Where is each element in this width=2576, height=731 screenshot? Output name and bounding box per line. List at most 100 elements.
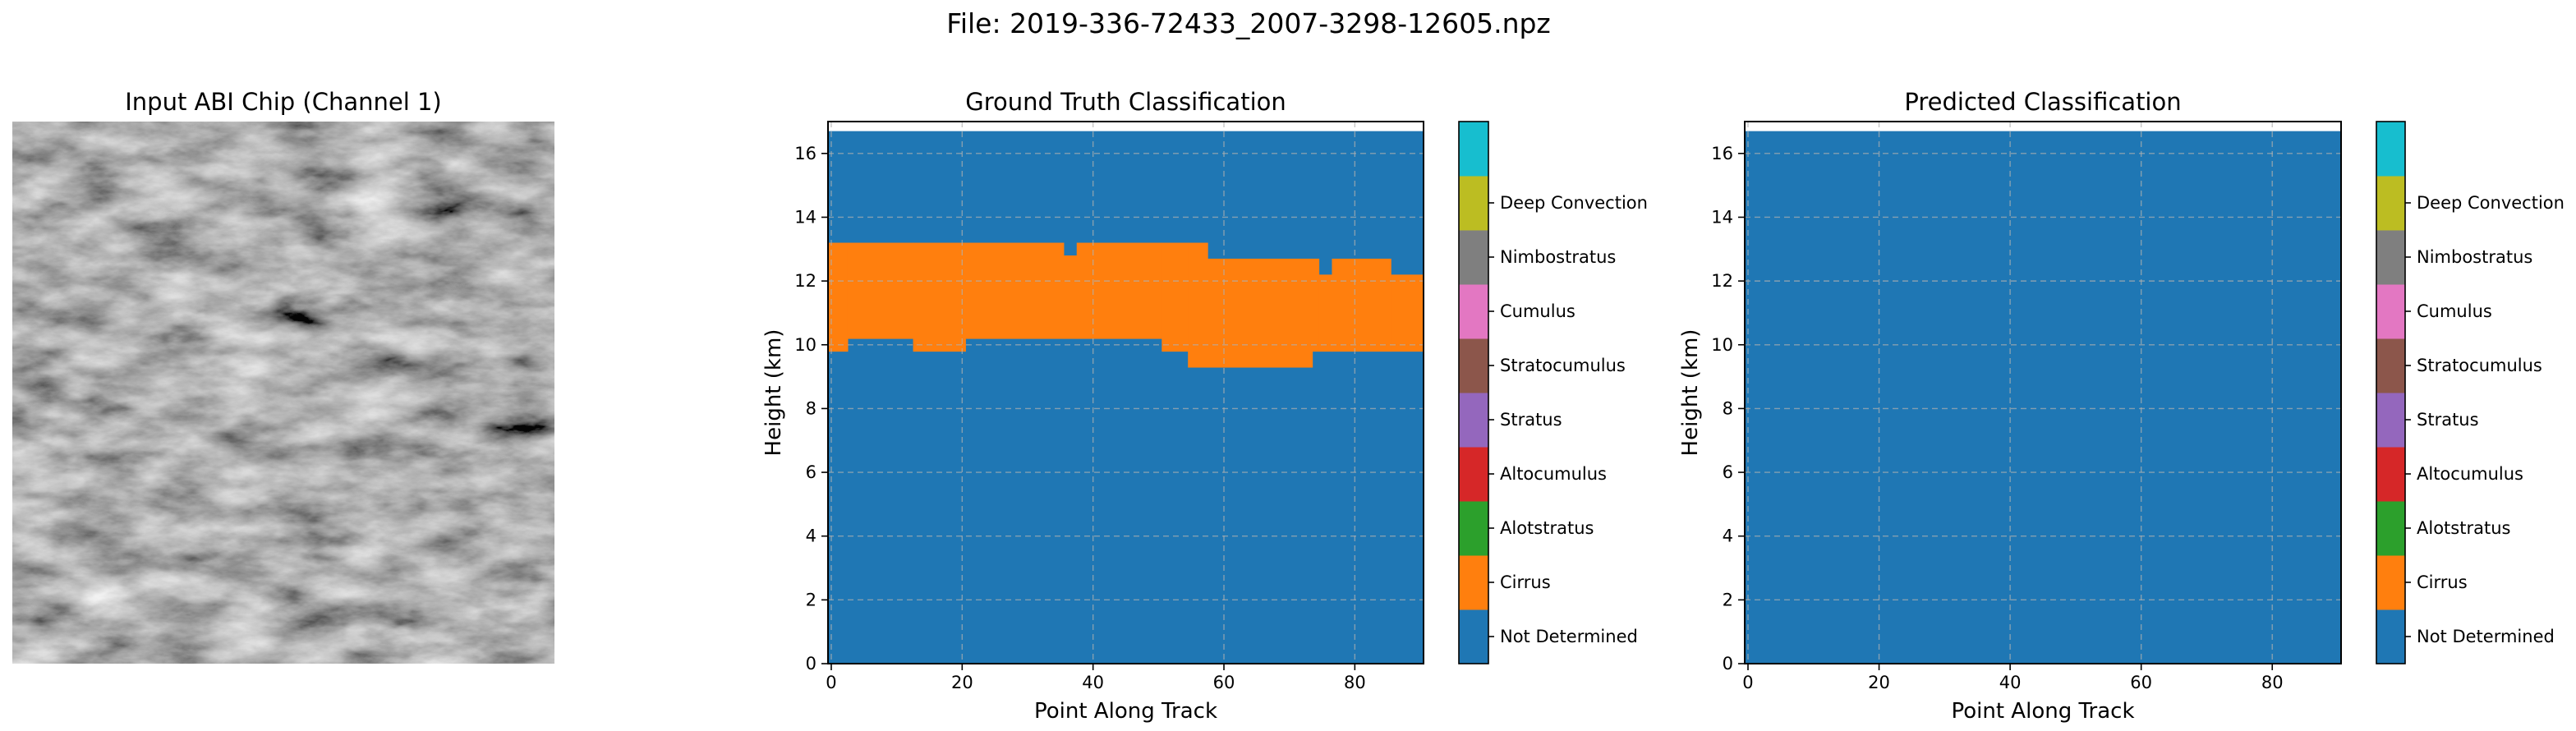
colorbar-segment bbox=[1459, 447, 1488, 502]
colorbar-label: Nimbostratus bbox=[1500, 247, 1616, 267]
ground-truth-panel: Ground Truth Classification 0 20 40 60 80 0 2 4 6… bbox=[761, 88, 1424, 724]
class-region-cell bbox=[1162, 242, 1189, 352]
y-tick-label: 14 bbox=[1711, 207, 1733, 227]
colorbar-segment bbox=[2376, 501, 2405, 556]
x-tick-label: 80 bbox=[1344, 673, 1366, 692]
class-region-cell bbox=[913, 242, 966, 352]
x-tick-label: 60 bbox=[1213, 673, 1235, 692]
colorbar-label: Not Determined bbox=[1500, 627, 1638, 646]
image-panel-title: Input ABI Chip (Channel 1) bbox=[125, 88, 441, 116]
y-tick-label: 0 bbox=[1723, 654, 1733, 674]
colorbar-label: Alotstratus bbox=[2417, 518, 2510, 538]
colorbar-segment bbox=[2376, 609, 2405, 664]
class-region-cell bbox=[1188, 242, 1208, 368]
background-class-field bbox=[828, 131, 1424, 664]
y-tick-label: 10 bbox=[794, 335, 816, 355]
y-tick-label: 0 bbox=[806, 654, 816, 674]
y-tick-label: 2 bbox=[806, 590, 816, 609]
class-region-cell bbox=[1391, 274, 1424, 352]
colorbar-segment bbox=[1459, 393, 1488, 448]
predicted-panel: Predicted Classification 0 20 40 60 80 0 2 4 6 8 10… bbox=[1678, 88, 2342, 724]
abi-chip-image bbox=[12, 122, 554, 664]
x-axis-label: Point Along Track bbox=[1951, 699, 2134, 724]
figure-title: File: 2019-336-72433_2007-3298-12605.npz bbox=[946, 7, 1551, 39]
colorbar-segment bbox=[1459, 176, 1488, 231]
colorbar-label: Stratocumulus bbox=[1500, 356, 1626, 375]
class-region-cell bbox=[847, 242, 914, 339]
background-class-field bbox=[1745, 131, 2341, 664]
x-tick-label: 80 bbox=[2261, 673, 2284, 692]
y-axis-label: Height (km) bbox=[1678, 329, 1703, 457]
colorbar-label: Altocumulus bbox=[1500, 464, 1607, 484]
x-tick-label: 20 bbox=[1868, 673, 1890, 692]
panel-title: Ground Truth Classification bbox=[965, 88, 1286, 116]
panel-title: Predicted Classification bbox=[1904, 88, 2181, 116]
colorbar-segment bbox=[2376, 338, 2405, 393]
class-region-cell bbox=[1208, 258, 1313, 368]
class-region-cell bbox=[1076, 242, 1162, 339]
colorbar-label: Nimbostratus bbox=[2417, 247, 2532, 267]
axes-frame bbox=[1744, 121, 2342, 664]
colorbar-segment bbox=[2376, 447, 2405, 502]
x-tick-label: 40 bbox=[1082, 673, 1104, 692]
colorbar-segment bbox=[1459, 338, 1488, 393]
colorbar-label: Altocumulus bbox=[2417, 464, 2523, 484]
colorbar-segment bbox=[2376, 284, 2405, 339]
x-tick-label: 0 bbox=[826, 673, 836, 692]
class-region-cell bbox=[1312, 258, 1320, 352]
y-axis-label: Height (km) bbox=[761, 329, 786, 457]
colorbar-segment bbox=[1459, 609, 1488, 664]
colorbar-segment bbox=[1459, 122, 1488, 177]
colorbar-label: Cirrus bbox=[2417, 572, 2468, 592]
colorbar-segment bbox=[2376, 393, 2405, 448]
x-tick-label: 40 bbox=[1999, 673, 2022, 692]
class-region-cell bbox=[828, 242, 849, 352]
colorbar-segment bbox=[1459, 284, 1488, 339]
predicted-colorbar: Not Determined Cirrus Alotstratus Altocumul… bbox=[2376, 121, 2564, 664]
x-tick-label: 0 bbox=[1742, 673, 1753, 692]
colorbar-label: Stratocumulus bbox=[2417, 356, 2542, 375]
colorbar-label: Cumulus bbox=[2417, 301, 2492, 321]
class-region-cell bbox=[1332, 258, 1392, 352]
y-tick-label: 12 bbox=[794, 271, 816, 291]
y-tick-label: 16 bbox=[1711, 144, 1733, 163]
y-tick-label: 16 bbox=[794, 144, 816, 163]
colorbar-label: Alotstratus bbox=[1500, 518, 1594, 538]
class-region-cell bbox=[1063, 255, 1078, 339]
y-tick-label: 8 bbox=[1723, 398, 1733, 418]
colorbar-segment bbox=[1459, 230, 1488, 285]
x-tick-label: 20 bbox=[951, 673, 973, 692]
colorbar-frame bbox=[1458, 121, 1489, 664]
colorbar-segment bbox=[1459, 501, 1488, 556]
colorbar-segment bbox=[2376, 176, 2405, 231]
axes-frame bbox=[827, 121, 1424, 664]
y-tick-label: 6 bbox=[806, 462, 816, 482]
ground-truth-colorbar: Not Determined Cirrus Alotstratus Altocumul… bbox=[1458, 121, 1648, 664]
colorbar-label: Deep Convection bbox=[2417, 193, 2564, 213]
colorbar-label: Cumulus bbox=[1500, 301, 1576, 321]
colorbar-label: Not Determined bbox=[2417, 627, 2555, 646]
y-tick-label: 4 bbox=[1723, 526, 1733, 546]
colorbar-label: Deep Convection bbox=[1500, 193, 1648, 213]
colorbar-label: Cirrus bbox=[1500, 572, 1551, 592]
y-tick-label: 6 bbox=[1723, 462, 1733, 482]
x-axis-label: Point Along Track bbox=[1034, 699, 1217, 724]
class-region-cell bbox=[1318, 274, 1333, 352]
colorbar-segment bbox=[2376, 555, 2405, 610]
y-tick-label: 4 bbox=[806, 526, 816, 546]
class-region-cell bbox=[965, 242, 1065, 339]
y-tick-label: 8 bbox=[806, 398, 816, 418]
colorbar-label: Stratus bbox=[1500, 410, 1562, 430]
colorbar-frame bbox=[2376, 121, 2406, 664]
x-tick-label: 60 bbox=[2130, 673, 2152, 692]
y-tick-label: 2 bbox=[1723, 590, 1733, 609]
colorbar-segment bbox=[1459, 555, 1488, 610]
input-image-panel: Input ABI Chip (Channel 1) bbox=[12, 88, 554, 664]
y-tick-label: 12 bbox=[1711, 271, 1733, 291]
colorbar-label: Stratus bbox=[2417, 410, 2479, 430]
colorbar-segment bbox=[2376, 230, 2405, 285]
y-tick-label: 14 bbox=[794, 207, 816, 227]
y-tick-label: 10 bbox=[1711, 335, 1733, 355]
colorbar-segment bbox=[2376, 122, 2405, 177]
